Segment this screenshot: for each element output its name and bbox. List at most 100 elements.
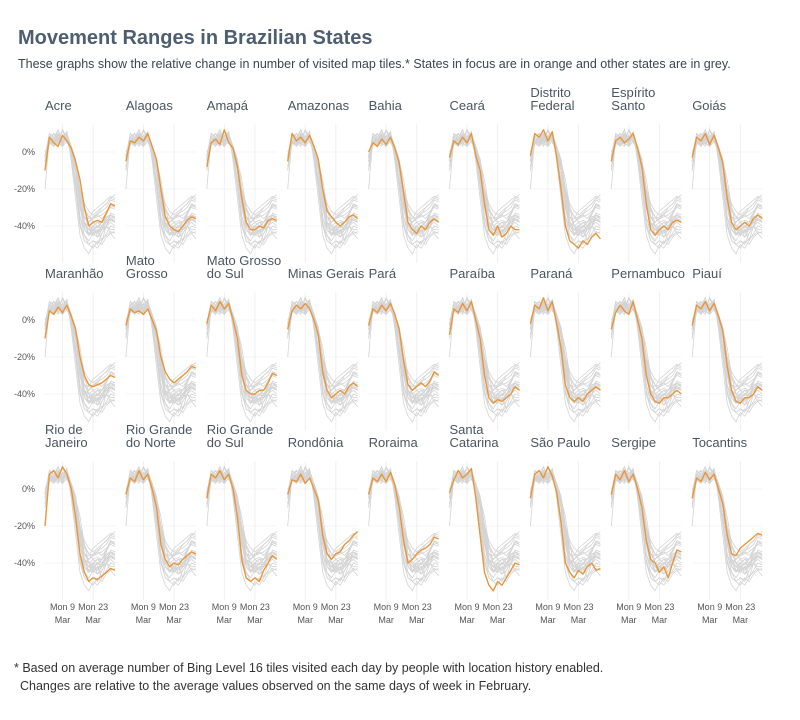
panel-title: Acre <box>45 98 72 113</box>
x-tick-month: Mar <box>247 615 263 625</box>
state-line <box>691 471 763 557</box>
panel-title: Bahia <box>369 98 403 113</box>
panel-title: Espírito <box>611 85 655 100</box>
x-tick-month: Mar <box>217 615 233 625</box>
panel-title: São Paulo <box>530 435 590 450</box>
other-state-line <box>368 132 439 243</box>
x-tick-month: Mar <box>409 615 425 625</box>
footnote: Changes are relative to the average valu… <box>20 679 531 693</box>
panel-title: Rio Grande <box>126 422 192 437</box>
state-line <box>610 132 682 236</box>
x-tick-label: Mon 9 <box>293 602 318 612</box>
other-state-line <box>44 302 116 388</box>
x-tick-label: Mon 23 <box>644 602 674 612</box>
panel-title: Alagoas <box>126 98 173 113</box>
other-state-line <box>287 132 358 243</box>
x-tick-label: Mon 23 <box>725 602 755 612</box>
x-tick-label: Mon 9 <box>131 602 156 612</box>
state-line <box>529 297 601 403</box>
x-tick-label: Mon 9 <box>50 602 75 612</box>
x-tick-month: Mar <box>733 615 749 625</box>
y-tick-label: -40% <box>14 389 35 399</box>
panel-title: Catarina <box>450 435 500 450</box>
other-state-line <box>530 132 601 243</box>
x-tick-month: Mar <box>328 615 344 625</box>
x-tick-label: Mon 9 <box>535 602 560 612</box>
panel-title: Piauí <box>692 266 722 281</box>
other-state-line <box>368 134 439 220</box>
state-line <box>691 132 763 231</box>
state-line <box>44 134 116 227</box>
y-tick-label: 0% <box>22 147 35 157</box>
x-tick-label: Mon 23 <box>240 602 270 612</box>
panel-title: Paraíba <box>450 266 496 281</box>
state-line <box>44 466 116 583</box>
x-tick-label: Mon 9 <box>697 602 722 612</box>
state-line <box>610 300 682 404</box>
x-tick-month: Mar <box>166 615 182 625</box>
other-state-line <box>449 469 520 580</box>
panel-title: Rondônia <box>288 435 344 450</box>
other-state-line <box>44 134 116 220</box>
other-state-line <box>691 469 763 580</box>
x-tick-month: Mar <box>652 615 668 625</box>
other-state-line <box>530 300 601 411</box>
chart-title: Movement Ranges in Brazilian States <box>18 27 373 49</box>
state-line <box>448 467 520 592</box>
x-tick-label: Mon 23 <box>159 602 189 612</box>
x-tick-month: Mar <box>55 615 71 625</box>
chart-subtitle: These graphs show the relative change in… <box>18 57 731 71</box>
panel-title: Minas Gerais <box>288 266 365 281</box>
state-line <box>125 308 197 384</box>
x-tick-label: Mon 23 <box>483 602 513 612</box>
x-tick-month: Mar <box>702 615 718 625</box>
other-state-line <box>125 300 197 411</box>
other-state-line <box>44 469 116 580</box>
other-state-line <box>368 300 439 411</box>
x-tick-month: Mar <box>136 615 152 625</box>
state-line <box>287 302 359 399</box>
state-line <box>529 129 601 249</box>
other-state-line <box>206 132 277 243</box>
x-tick-month: Mar <box>378 615 394 625</box>
state-line <box>287 132 359 227</box>
state-line <box>610 469 682 579</box>
other-state-line <box>287 469 358 580</box>
y-tick-label: 0% <box>22 484 35 494</box>
x-tick-label: Mon 9 <box>374 602 399 612</box>
panel-title: Goiás <box>692 98 726 113</box>
other-state-line <box>610 302 682 388</box>
other-state-line <box>44 132 116 243</box>
panel-title: Ceará <box>450 98 486 113</box>
y-tick-label: 0% <box>22 315 35 325</box>
panel-title: Maranhão <box>45 266 104 281</box>
panel-title: Pernambuco <box>611 266 685 281</box>
state-line <box>287 473 359 560</box>
x-tick-month: Mar <box>571 615 587 625</box>
x-tick-month: Mar <box>540 615 556 625</box>
other-state-line <box>610 471 682 557</box>
panel-title: Paraná <box>530 266 573 281</box>
panel-title: Mato Grosso <box>207 253 281 268</box>
panel-title: Tocantins <box>692 435 747 450</box>
panel-title: Amazonas <box>288 98 350 113</box>
panel-title: Pará <box>369 266 397 281</box>
state-line <box>448 300 520 404</box>
other-state-line <box>530 134 601 220</box>
x-tick-label: Mon 9 <box>616 602 641 612</box>
x-tick-month: Mar <box>85 615 101 625</box>
state-line <box>367 136 440 235</box>
panel-title: Distrito <box>530 85 570 100</box>
panel-title: Federal <box>530 98 574 113</box>
panel-title: Janeiro <box>45 435 88 450</box>
panel-title: Rio Grande <box>207 422 273 437</box>
other-state-line <box>530 302 601 388</box>
footnote: * Based on average number of Bing Level … <box>14 661 603 675</box>
other-state-line <box>206 302 277 388</box>
state-line <box>44 304 116 388</box>
state-line <box>206 469 278 583</box>
panel-title: do Norte <box>126 435 176 450</box>
y-tick-label: -40% <box>14 221 35 231</box>
other-state-line <box>125 302 197 388</box>
panel-title: do Sul <box>207 435 244 450</box>
